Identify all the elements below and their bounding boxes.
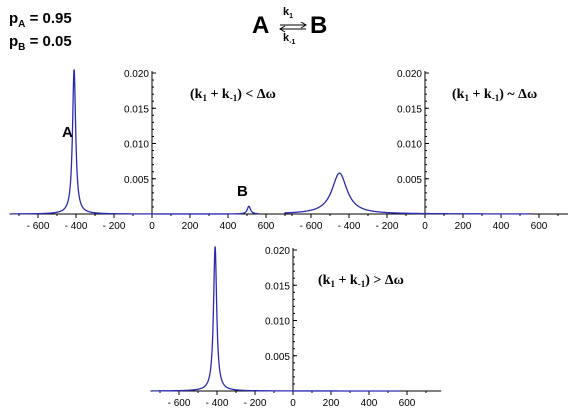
x-tick-label: 200: [455, 221, 472, 232]
x-tick-label: - 600: [168, 398, 191, 409]
population-a-label: pA = 0.95: [9, 10, 72, 30]
x-tick-label: 600: [531, 221, 548, 232]
y-tick-label: 0.010: [124, 140, 149, 151]
spectrum-line-intermediate: [284, 172, 532, 215]
x-tick-label: 600: [258, 221, 275, 232]
chart-panel-slow: - 600 - 400 - 200 0 200 400 600 0.005 0.010 0.015…: [9, 69, 301, 232]
y-tick-label: 0.020: [124, 69, 149, 80]
condition-text: + k: [469, 87, 492, 102]
x-tick-label: 0: [149, 221, 155, 232]
x-tick-label: - 200: [376, 221, 399, 232]
spectrum-line-slow: [11, 69, 259, 215]
x-tick-label: - 400: [338, 221, 361, 232]
y-tick-label: 0.010: [397, 140, 422, 151]
species-b-label: B: [310, 12, 328, 39]
x-tick-label: - 600: [27, 221, 50, 232]
subscript: 1: [464, 93, 469, 103]
x-tick-label: 400: [220, 221, 237, 232]
x-tick-label: 200: [182, 221, 199, 232]
species-a-label: A: [252, 12, 270, 39]
forward-rate-label: k1: [283, 6, 294, 21]
subscript: -1: [230, 93, 238, 103]
x-tick-label: - 400: [206, 398, 229, 409]
x-tick-label: - 200: [244, 398, 267, 409]
reverse-rate-label: k-1: [283, 32, 296, 47]
x-tick-label: - 600: [300, 221, 323, 232]
y-tick-label: 0.015: [265, 281, 290, 292]
subscript: -1: [492, 93, 500, 103]
chart-panel-fast: - 600 - 400 - 200 0 200 400 600 0.005 0.010 0.015…: [150, 246, 442, 409]
condition-text: (k: [318, 273, 331, 288]
x-tick-label: - 400: [65, 221, 88, 232]
rate-condition-label: (k1 + k-1) > Δω: [318, 273, 404, 289]
y-tick-label: 0.010: [265, 317, 290, 328]
y-tick-label: 0.005: [265, 352, 290, 363]
condition-text: ) > Δω: [365, 273, 404, 288]
chart-panel-intermediate: - 600 - 400 - 200 0 200 400 600 0.005 0.010 0.015…: [282, 69, 568, 232]
x-tick-label: 400: [493, 221, 510, 232]
x-tick-label: 400: [361, 398, 378, 409]
y-tick-label: 0.020: [397, 69, 422, 80]
y-tick-label: 0.005: [124, 175, 149, 186]
condition-text: (k: [190, 87, 203, 102]
y-tick-label: 0.005: [397, 175, 422, 186]
population-b-label: pB = 0.05: [9, 33, 72, 53]
x-tick-label: - 200: [103, 221, 126, 232]
x-tick-label: 0: [422, 221, 428, 232]
subscript: -1: [358, 279, 366, 289]
spectrum-line-fast: [152, 246, 400, 392]
condition-text: ) < Δω: [237, 87, 276, 102]
rate-condition-label: (k1 + k-1) < Δω: [190, 87, 276, 103]
reaction-scheme: A k1 k-1 B: [250, 6, 340, 47]
condition-text: + k: [335, 273, 358, 288]
y-tick-label: 0.015: [124, 104, 149, 115]
subscript: 1: [202, 93, 207, 103]
rate-condition-label: (k1 + k-1) ~ Δω: [452, 87, 537, 103]
equilibrium-arrows-icon: [279, 21, 307, 33]
condition-text: ) ~ Δω: [499, 87, 537, 102]
subscript: 1: [330, 279, 335, 289]
y-tick-label: 0.015: [397, 104, 422, 115]
x-tick-label: 200: [323, 398, 340, 409]
y-tick-label: 0.020: [265, 246, 290, 257]
x-tick-label: 600: [399, 398, 416, 409]
condition-text: (k: [452, 87, 465, 102]
x-tick-label: 0: [290, 398, 296, 409]
peak-label-a: A: [62, 124, 73, 141]
condition-text: + k: [207, 87, 230, 102]
peak-label-b: B: [237, 183, 248, 200]
